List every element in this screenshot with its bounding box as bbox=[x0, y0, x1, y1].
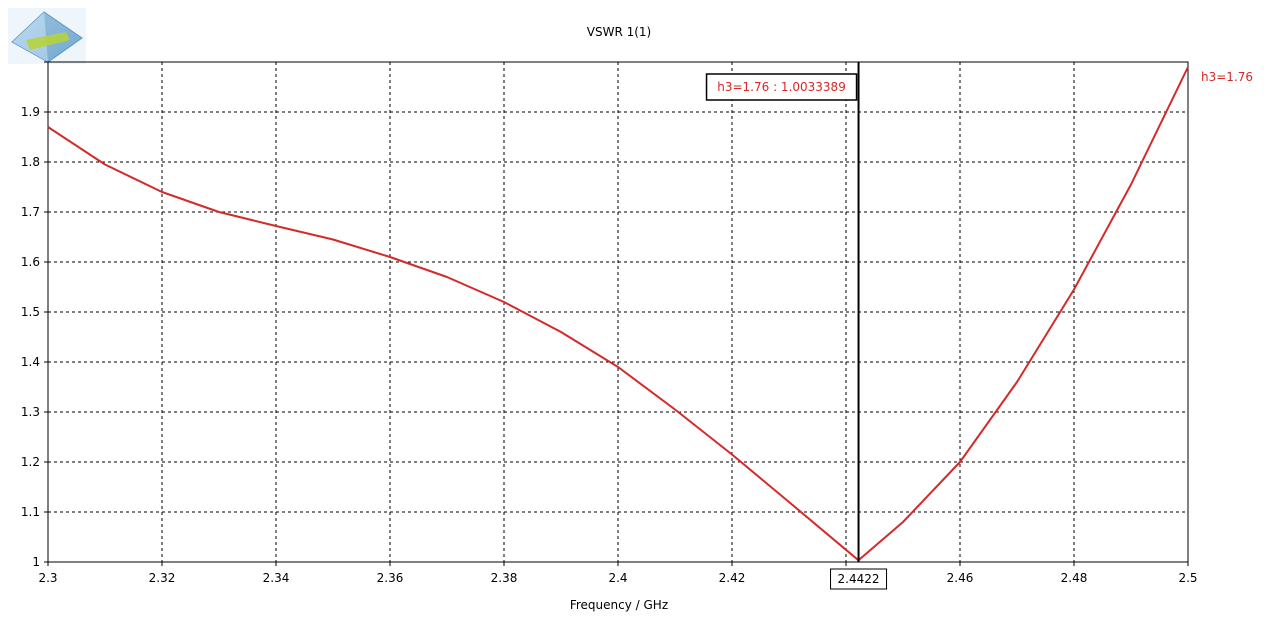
x-tick-label: 2.46 bbox=[947, 571, 974, 585]
plot-frame bbox=[47, 61, 1189, 563]
marker-readout-box bbox=[705, 73, 858, 101]
x-tick-label: 2.5 bbox=[1178, 571, 1197, 585]
x-tick-label: 2.42 bbox=[719, 571, 746, 585]
axis-layer: 2.3 2.32 2.34 2.36 2.38 2.4 2.42 2.46 2.48 2.5 1 1.… bbox=[21, 61, 1198, 585]
x-tick-label: 2.34 bbox=[263, 571, 290, 585]
x-tick-label: 2.3 bbox=[38, 571, 57, 585]
y-tick-label: 1.5 bbox=[21, 305, 40, 319]
x-tick-label: 2.32 bbox=[149, 571, 176, 585]
grid-layer bbox=[48, 62, 1188, 562]
series-layer: h3=1.76 bbox=[47, 66, 1253, 562]
y-tick-label: 1.1 bbox=[21, 505, 40, 519]
chart-title: VSWR 1(1) bbox=[587, 25, 651, 39]
x-tick-label: 2.4 bbox=[608, 571, 627, 585]
marker-x-box bbox=[830, 568, 888, 590]
y-tick-label: 1 bbox=[32, 555, 40, 569]
marker-x-label: 2.4422 bbox=[838, 572, 880, 586]
series-line bbox=[47, 66, 1189, 562]
y-tick-label: 1.8 bbox=[21, 155, 40, 169]
y-tick-label: 1.3 bbox=[21, 405, 40, 419]
cst-logo-icon bbox=[8, 8, 86, 64]
y-tick-label: 1.4 bbox=[21, 355, 40, 369]
x-tick-label: 2.48 bbox=[1061, 571, 1088, 585]
marker-readout: h3=1.76 : 1.0033389 bbox=[717, 80, 846, 94]
y-tick-label: 1.9 bbox=[21, 105, 40, 119]
x-axis-label: Frequency / GHz bbox=[570, 598, 668, 612]
x-tick-label: 2.36 bbox=[377, 571, 404, 585]
x-tick-label: 2.38 bbox=[491, 571, 518, 585]
y-tick-label: 1.2 bbox=[21, 455, 40, 469]
y-tick-label: 1.7 bbox=[21, 205, 40, 219]
series-label: h3=1.76 bbox=[1201, 70, 1253, 84]
y-tick-label: 1.6 bbox=[21, 255, 40, 269]
marker-layer: 2.4422 h3=1.76 : 1.0033389 bbox=[705, 62, 888, 590]
logo bbox=[8, 8, 86, 64]
